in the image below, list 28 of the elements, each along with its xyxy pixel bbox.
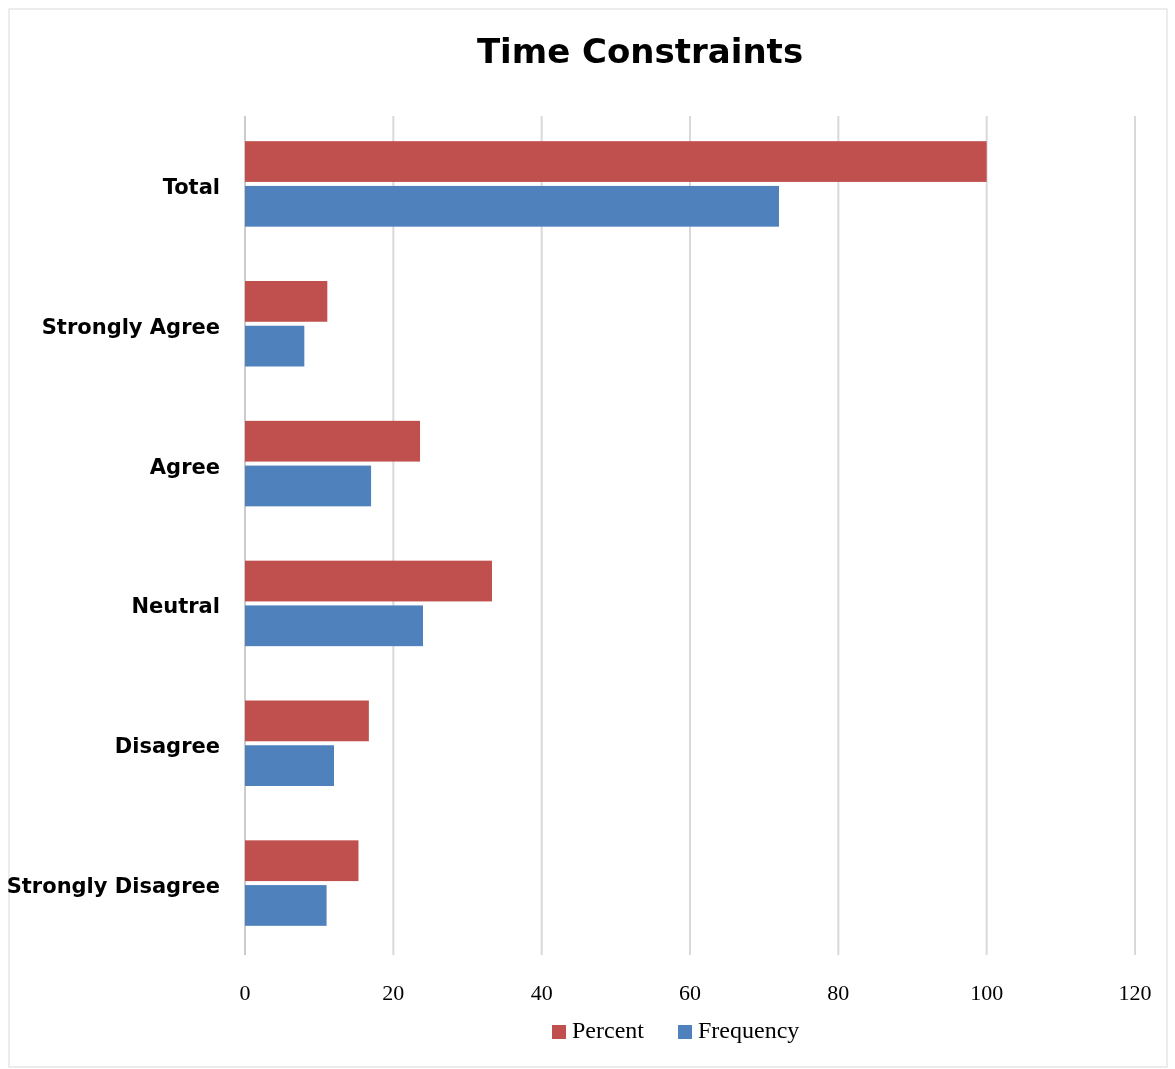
legend-label: Frequency bbox=[698, 1017, 800, 1043]
y-tick-label: Total bbox=[162, 174, 220, 199]
y-tick-label: Neutral bbox=[131, 594, 220, 619]
bar bbox=[245, 840, 359, 882]
bar bbox=[245, 420, 421, 462]
bar bbox=[245, 560, 492, 602]
bar bbox=[245, 141, 987, 182]
y-tick-label: Disagree bbox=[114, 734, 220, 759]
bar bbox=[245, 185, 779, 227]
x-tick-label: 0 bbox=[239, 980, 251, 1005]
x-tick-label: 80 bbox=[827, 980, 850, 1005]
legend-label: Percent bbox=[572, 1017, 645, 1043]
y-tick-label: Strongly Agree bbox=[41, 314, 220, 339]
bar bbox=[245, 885, 327, 926]
bar bbox=[245, 745, 334, 786]
bar bbox=[245, 605, 423, 647]
bar bbox=[245, 325, 305, 367]
bar bbox=[245, 465, 372, 507]
x-tick-label: 40 bbox=[530, 980, 553, 1005]
bar bbox=[245, 700, 369, 742]
x-tick-label: 120 bbox=[1118, 980, 1152, 1005]
y-tick-label: Strongly Disagree bbox=[6, 874, 220, 899]
x-tick-label: 20 bbox=[382, 980, 405, 1005]
x-tick-label: 60 bbox=[679, 980, 701, 1005]
bar bbox=[245, 281, 328, 322]
x-tick-label: 100 bbox=[970, 980, 1004, 1005]
y-tick-label: Agree bbox=[149, 454, 220, 479]
chart-title: Time Constraints bbox=[476, 31, 804, 71]
